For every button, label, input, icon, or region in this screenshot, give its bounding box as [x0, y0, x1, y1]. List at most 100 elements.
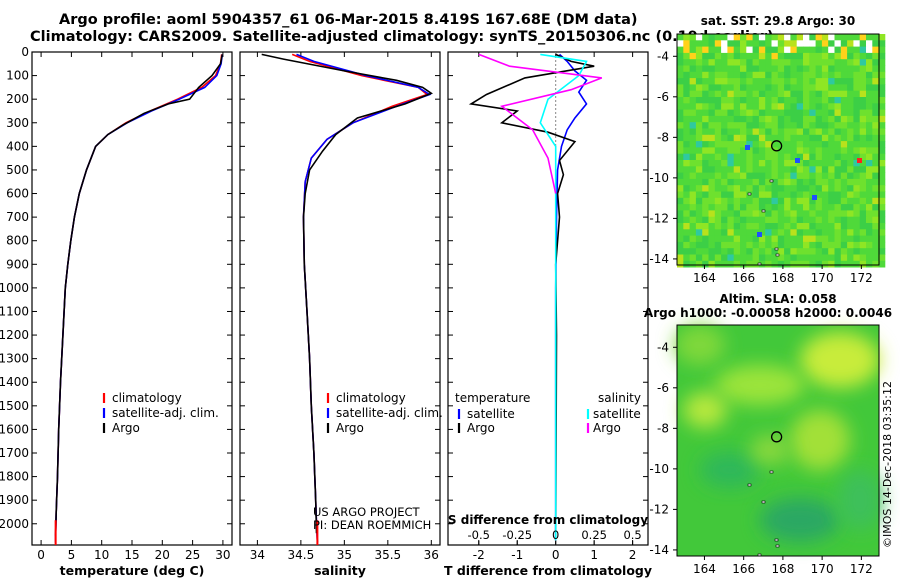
sst-grid-cell	[695, 160, 703, 167]
sst-grid-cell	[752, 65, 760, 73]
sst-grid-cell	[714, 65, 722, 73]
sst-grid-cell	[853, 122, 861, 129]
sst-grid-cell	[683, 141, 690, 148]
sst-grid-cell	[796, 210, 804, 218]
sst-grid-cell	[853, 147, 861, 155]
sst-grid-cell	[740, 141, 747, 148]
sst-grid-cell	[803, 103, 810, 110]
sst-grid-cell	[714, 147, 722, 155]
sst-grid-cell	[746, 248, 753, 255]
sst-grid-cell	[859, 172, 867, 180]
sst-grid-cell	[828, 52, 835, 60]
sst-grid-cell	[771, 191, 779, 199]
sst-grid-cell	[859, 71, 867, 79]
sst-grid-cell	[878, 122, 886, 129]
sst-grid-cell	[714, 197, 722, 205]
sst-grid-cell	[721, 166, 728, 173]
sst-grid-cell	[821, 254, 829, 262]
sst-grid-cell	[702, 204, 709, 211]
sst-grid-cell	[721, 160, 728, 167]
sst-grid-cell	[828, 78, 835, 85]
sst-grid-cell	[821, 197, 829, 205]
sst-grid-cell	[689, 134, 697, 142]
sst-grid-cell	[733, 191, 741, 199]
sst-grid-cell	[815, 216, 823, 224]
sst-grid-cell	[708, 248, 716, 255]
sst-grid-cell	[765, 134, 772, 142]
difference-xtick-label: -1	[511, 548, 523, 562]
sst-grid-cell	[727, 223, 735, 230]
sst-grid-cell	[796, 59, 804, 66]
depth-tick-label: 100	[6, 69, 29, 83]
sst-grid-cell	[708, 197, 716, 205]
sst-grid-cell	[809, 103, 816, 110]
depth-tick-label: 300	[6, 116, 29, 130]
sst-grid-cell	[683, 235, 690, 243]
sst-grid-cell	[740, 122, 747, 129]
sst-grid-cell	[777, 153, 785, 161]
sst-cold-cell	[745, 145, 750, 150]
sst-grid-cell	[840, 65, 848, 73]
sst-grid-cell	[840, 210, 848, 218]
sst_map-ytick-label: -10	[649, 171, 669, 185]
sst-grid-cell	[859, 141, 867, 148]
sst-grid-cell	[765, 223, 772, 230]
sst-grid-cell	[790, 260, 798, 268]
sst-grid-cell	[853, 178, 861, 186]
sla-anomaly-blob	[800, 332, 880, 388]
sst-grid-cell	[815, 71, 823, 79]
sst-grid-cell	[859, 147, 867, 155]
sst-grid-cell	[859, 210, 867, 218]
sst-grid-cell	[683, 97, 690, 104]
sst-grid-cell	[834, 40, 842, 47]
sst-grid-cell	[708, 84, 716, 92]
sst-grid-cell	[853, 241, 861, 249]
sst-grid-cell	[727, 122, 735, 129]
sst-grid-cell	[796, 52, 804, 60]
sst-grid-cell	[721, 109, 728, 117]
sst-grid-cell	[859, 191, 867, 199]
sst-grid-cell	[708, 210, 716, 218]
salinity-annotation-line: US ARGO PROJECT	[313, 505, 421, 519]
sst-grid-cell	[872, 160, 879, 167]
sst-grid-cell	[821, 204, 829, 211]
salinity-axes-frame	[239, 51, 441, 546]
sst-grid-cell	[702, 115, 709, 123]
sst-grid-cell	[828, 191, 835, 199]
sst-grid-cell	[878, 223, 886, 230]
sst-grid-cell	[702, 122, 709, 129]
sst-grid-cell	[853, 197, 861, 205]
sst-grid-cell	[677, 103, 684, 110]
sst-grid-cell	[702, 191, 709, 199]
sst-grid-cell	[815, 210, 823, 218]
sst-grid-cell	[828, 241, 835, 249]
sst_map-float-position-marker	[770, 140, 783, 152]
sst-grid-cell	[784, 84, 791, 92]
sst-grid-cell	[828, 153, 835, 161]
sst-grid-cell	[689, 241, 697, 249]
sst-grid-cell	[758, 71, 766, 79]
difference-xlabel-salinity: S difference from climatology	[448, 513, 648, 527]
sst-grid-cell	[878, 134, 886, 142]
sla-anomaly-blob	[715, 365, 805, 405]
sst-grid-cell	[746, 160, 753, 167]
temperature-legend-label: satellite-adj. clim.	[112, 406, 219, 420]
sst-grid-cell	[752, 97, 760, 104]
sst-grid-cell	[866, 40, 873, 47]
sst-grid-cell	[847, 134, 854, 142]
sst-grid-cell	[803, 97, 810, 104]
sst-grid-cell	[677, 197, 684, 205]
sst-grid-cell	[695, 103, 703, 110]
sst-grid-cell	[677, 229, 684, 236]
diff-legend-title-temperature: temperature	[455, 391, 530, 405]
sst-grid-cell	[746, 52, 753, 60]
sst-grid-cell	[758, 172, 766, 180]
sla_map-ytick-label: -8	[657, 421, 669, 435]
sst-grid-cell	[765, 153, 772, 161]
sst-grid-cell	[853, 59, 861, 66]
sst-grid-cell	[872, 204, 879, 211]
sst-grid-cell	[695, 216, 703, 224]
sst-grid-cell	[758, 229, 766, 236]
sst-grid-cell	[721, 153, 728, 161]
sst-grid-cell	[809, 59, 816, 66]
